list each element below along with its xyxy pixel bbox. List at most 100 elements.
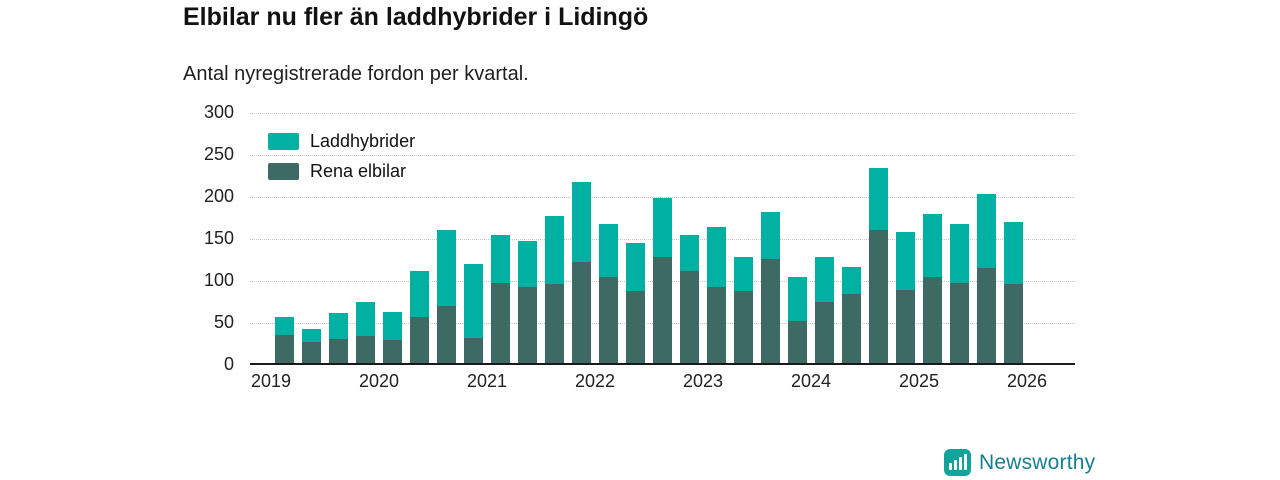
bar-2020-k2 <box>410 271 429 363</box>
segment-rena-elbilar <box>1004 284 1023 363</box>
x-tick-label: 2025 <box>898 371 940 391</box>
segment-rena-elbilar <box>869 230 888 363</box>
segment-laddhybrider <box>518 241 537 288</box>
segment-laddhybrider <box>437 230 456 306</box>
y-tick-label: 0 <box>223 354 234 375</box>
bar-2019-k2 <box>302 329 321 363</box>
segment-laddhybrider <box>869 168 888 231</box>
gridline <box>250 155 1075 156</box>
segment-laddhybrider <box>329 313 348 339</box>
segment-rena-elbilar <box>653 257 672 363</box>
bar-2023-k2 <box>734 257 753 363</box>
bar-2019-k4 <box>356 301 375 363</box>
bar-2021-k1 <box>491 235 510 363</box>
segment-laddhybrider <box>599 223 618 278</box>
segment-rena-elbilar <box>734 290 753 363</box>
bar-2025-k4 <box>1004 221 1023 363</box>
x-tick-label: 2023 <box>682 371 724 391</box>
bar-2021-k4 <box>572 181 591 363</box>
segment-laddhybrider <box>815 257 834 302</box>
segment-laddhybrider <box>491 235 510 284</box>
y-axis: 0 50 100 150 200 250 300 <box>0 102 242 374</box>
segment-rena-elbilar <box>572 262 591 363</box>
segment-laddhybrider <box>545 216 564 284</box>
newsworthy-icon <box>944 449 971 476</box>
bar-2020-k3 <box>437 230 456 363</box>
segment-rena-elbilar <box>545 284 564 363</box>
plot-area: Laddhybrider Rena elbilar <box>250 113 1075 365</box>
bar-2024-k1 <box>815 257 834 363</box>
segment-laddhybrider <box>410 271 429 317</box>
segment-laddhybrider <box>707 226 726 288</box>
bar-2022-k1 <box>599 223 618 363</box>
gridline <box>250 197 1075 198</box>
x-tick-label: 2019 <box>250 371 292 391</box>
segment-rena-elbilar <box>383 340 402 363</box>
newsworthy-logo: Newsworthy <box>944 449 1095 476</box>
x-tick-label: 2026 <box>1006 371 1048 391</box>
legend: Laddhybrider Rena elbilar <box>268 131 415 182</box>
segment-laddhybrider <box>572 181 591 263</box>
segment-rena-elbilar <box>302 342 321 363</box>
x-tick-label: 2021 <box>466 371 508 391</box>
y-tick-label: 300 <box>203 102 234 123</box>
segment-laddhybrider <box>356 301 375 337</box>
y-tick-label: 150 <box>203 228 234 249</box>
bar-2025-k2 <box>950 223 969 363</box>
segment-rena-elbilar <box>896 289 915 363</box>
bar-2020-k1 <box>383 311 402 363</box>
segment-laddhybrider <box>680 234 699 271</box>
bar-2023-k1 <box>707 226 726 363</box>
segment-rena-elbilar <box>491 283 510 363</box>
bar-2019-k1 <box>275 316 294 363</box>
segment-laddhybrider <box>977 194 996 269</box>
segment-rena-elbilar <box>842 294 861 363</box>
segment-laddhybrider <box>464 263 483 338</box>
segment-laddhybrider <box>302 329 321 342</box>
segment-rena-elbilar <box>518 287 537 363</box>
segment-rena-elbilar <box>707 287 726 363</box>
segment-rena-elbilar <box>464 337 483 363</box>
segment-rena-elbilar <box>788 321 807 363</box>
bar-2022-k3 <box>653 198 672 363</box>
bar-2021-k2 <box>518 241 537 363</box>
bar-2024-k2 <box>842 267 861 363</box>
segment-rena-elbilar <box>815 301 834 363</box>
y-tick-label: 200 <box>203 186 234 207</box>
segment-rena-elbilar <box>680 270 699 363</box>
segment-laddhybrider <box>275 316 294 336</box>
segment-laddhybrider <box>761 211 780 259</box>
segment-rena-elbilar <box>923 277 942 363</box>
bar-2025-k1 <box>923 213 942 363</box>
bar-2021-k3 <box>545 216 564 363</box>
segment-rena-elbilar <box>410 316 429 363</box>
segment-rena-elbilar <box>599 277 618 363</box>
x-tick-label: 2022 <box>574 371 616 391</box>
segment-laddhybrider <box>896 231 915 290</box>
bar-2023-k3 <box>761 211 780 363</box>
segment-rena-elbilar <box>275 335 294 363</box>
bar-2024-k3 <box>869 168 888 363</box>
segment-laddhybrider <box>626 242 645 291</box>
segment-laddhybrider <box>842 267 861 295</box>
chart-subtitle: Antal nyregistrerade fordon per kvartal. <box>183 63 529 85</box>
segment-rena-elbilar <box>437 305 456 363</box>
segment-laddhybrider <box>950 223 969 284</box>
y-tick-label: 100 <box>203 270 234 291</box>
segment-rena-elbilar <box>626 290 645 363</box>
gridline <box>250 113 1075 114</box>
bar-2023-k4 <box>788 276 807 363</box>
segment-rena-elbilar <box>356 336 375 363</box>
bar-2022-k4 <box>680 234 699 363</box>
legend-item-laddhybrider: Laddhybrider <box>268 131 415 152</box>
segment-laddhybrider <box>788 276 807 321</box>
bar-2024-k4 <box>896 231 915 363</box>
y-tick-label: 50 <box>213 312 234 333</box>
legend-item-rena-elbilar: Rena elbilar <box>268 161 415 182</box>
newsworthy-wordmark: Newsworthy <box>979 450 1096 474</box>
legend-label: Laddhybrider <box>310 131 416 151</box>
bar-2020-k4 <box>464 263 483 363</box>
legend-swatch-rena-elbilar <box>268 163 299 180</box>
segment-laddhybrider <box>653 198 672 258</box>
